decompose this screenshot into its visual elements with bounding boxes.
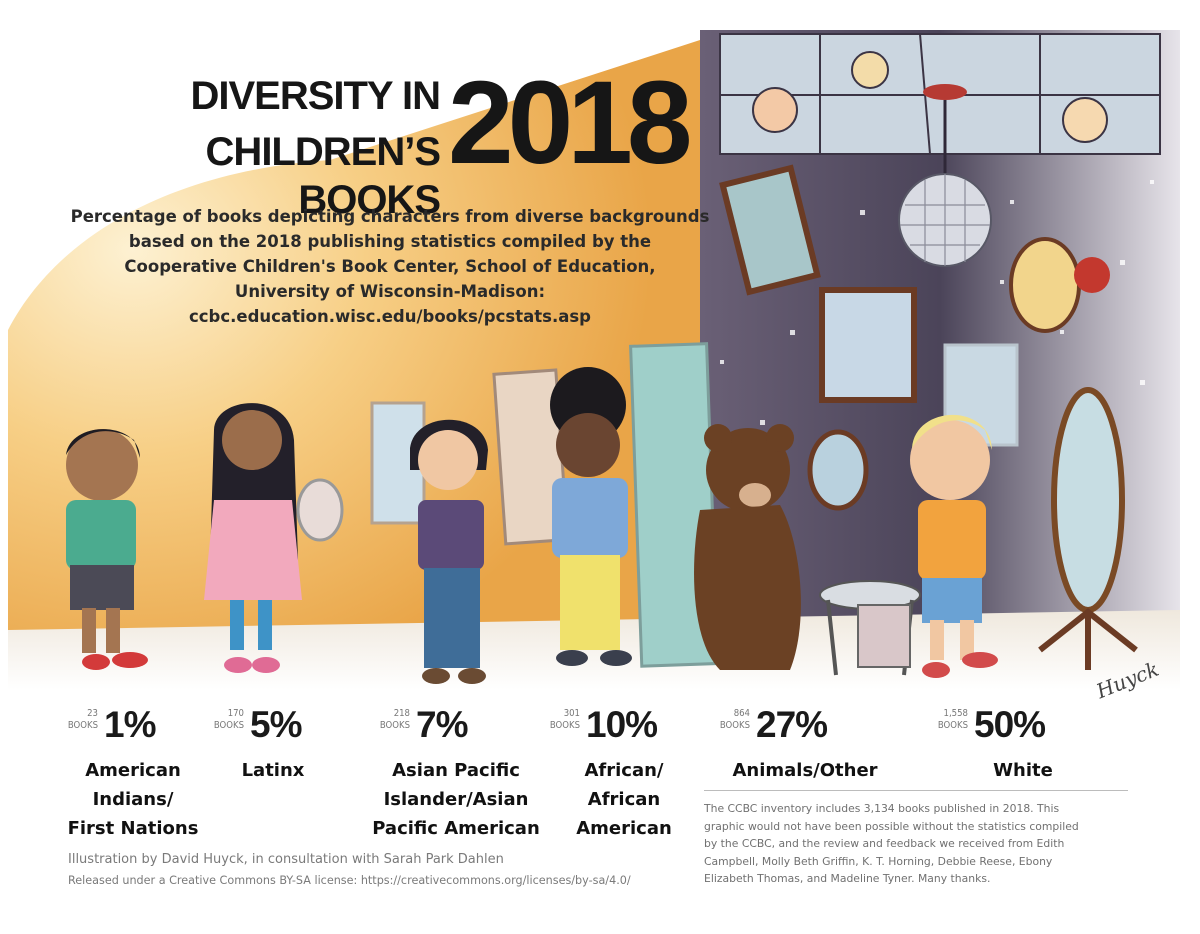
category-label-line: African [587,789,661,810]
subtitle-line: Percentage of books depicting characters… [70,207,710,226]
note-line: Campbell, Molly Beth Griffin, K. T. Horn… [704,854,1053,868]
book-count: 218 BOOKS [370,708,410,732]
percent-value: 5% [250,704,302,745]
wall-mirrors [719,164,1110,511]
child-6 [910,414,998,678]
book-count: 23 BOOKS [58,708,98,732]
book-count-value: 23 [87,708,98,719]
category-label-line: Latinx [241,760,305,781]
percent-value: 27% [756,704,828,745]
subtitle: Percentage of books depicting characters… [30,204,750,329]
percent-value: 1% [104,704,156,745]
percent-value: 10% [586,704,658,745]
category-label-line: American [576,818,672,839]
category-label-line: Islander/Asian [383,789,529,810]
book-count-value: 170 [227,708,244,719]
note-line: Elizabeth Thomas, and Madeline Tyner. Ma… [704,872,991,885]
note-line: by the CCBC, and the review and feedback… [704,837,1065,850]
book-count-value: 301 [563,708,580,719]
category-label: American Indians/ First Nations [48,756,218,843]
title-line-2: CHILDREN’S BOOKS [205,130,441,222]
book-count-value: 864 [733,708,750,719]
book-count-unit: BOOKS [379,720,410,731]
subtitle-line: University of Wisconsin-Madison: [234,282,546,301]
divider [704,790,1128,791]
comic-panels [719,33,1161,155]
category-label-line: Asian Pacific [392,760,520,781]
subtitle-line: based on the 2018 publishing statistics … [128,232,652,251]
book-count: 170 BOOKS [204,708,244,732]
percent-value: 50% [974,704,1046,745]
book-count-unit: BOOKS [549,720,580,731]
category-label-line: African/ [584,760,664,781]
child-2 [204,403,344,673]
book-count-unit: BOOKS [67,720,98,731]
category-label: White [968,756,1078,785]
child-4 [550,367,632,666]
note-line: graphic would not have been possible wit… [704,819,1079,833]
book-count-unit: BOOKS [937,720,968,731]
book-count-unit: BOOKS [719,720,750,731]
category-label: Animals/Other [720,756,890,785]
category-label: African/ African American [566,756,682,843]
acknowledgement-note: The CCBC inventory includes 3,134 books … [704,800,1134,888]
bear [694,424,801,670]
illustration-credit: Illustration by David Huyck, in consulta… [68,852,504,867]
category-label-line: Indians/ [92,789,174,810]
book-count-value: 218 [393,708,410,719]
disco-ball [898,84,992,267]
license-credit: Released under a Creative Commons BY-SA … [68,874,631,887]
category-label-line: Pacific American [372,818,540,839]
category-label-line: First Nations [67,818,199,839]
category-label: Asian Pacific Islander/Asian Pacific Ame… [366,756,546,843]
book-count-unit: BOOKS [213,720,244,731]
book-count: 301 BOOKS [540,708,580,732]
child-3 [410,419,488,684]
book-count-value: 1,558 [943,708,968,719]
title-year: 2018 [448,57,693,189]
category-label: Latinx [218,756,328,785]
category-label-line: American [85,760,181,781]
stool [819,580,921,676]
book-count: 1,558 BOOKS [928,708,968,732]
note-line: The CCBC inventory includes 3,134 books … [704,802,1060,815]
category-label-line: Animals/Other [732,760,878,781]
subtitle-line: ccbc.education.wisc.edu/books/pcstats.as… [188,307,591,326]
percent-value: 7% [416,704,468,745]
title-line-1: DIVERSITY IN [190,74,441,118]
child-1 [66,429,148,670]
subtitle-line: Cooperative Children's Book Center, Scho… [124,257,656,276]
category-label-line: White [993,760,1053,781]
book-count: 864 BOOKS [710,708,750,732]
